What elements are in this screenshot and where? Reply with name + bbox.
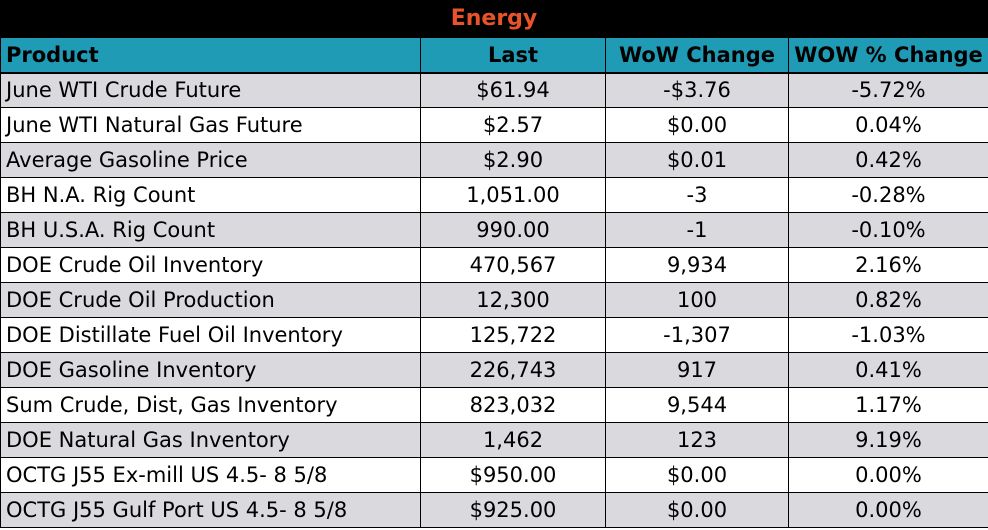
cell-last: $61.94 [420, 72, 606, 108]
cell-wow-pct-change: -1.03% [788, 317, 988, 353]
cell-last: $925.00 [420, 492, 606, 528]
cell-last: $2.90 [420, 142, 606, 178]
cell-wow-change: 9,934 [605, 247, 789, 283]
cell-last: $950.00 [420, 457, 606, 493]
header-product: Product [0, 37, 421, 74]
cell-product: Sum Crude, Dist, Gas Inventory [0, 387, 421, 423]
cell-wow-pct-change: 2.16% [788, 247, 988, 283]
table-row: DOE Natural Gas Inventory 1,462 123 9.19% [0, 422, 988, 458]
cell-wow-change: $0.00 [605, 457, 789, 493]
cell-product: BH U.S.A. Rig Count [0, 212, 421, 248]
cell-last: 1,462 [420, 422, 606, 458]
cell-wow-change: -3 [605, 177, 789, 213]
table-row: Average Gasoline Price $2.90 $0.01 0.42% [0, 142, 988, 178]
cell-wow-change: 123 [605, 422, 789, 458]
header-wow-change: WoW Change [605, 37, 789, 74]
cell-product: DOE Natural Gas Inventory [0, 422, 421, 458]
table-row: BH U.S.A. Rig Count 990.00 -1 -0.10% [0, 212, 988, 248]
cell-last: $2.57 [420, 107, 606, 143]
cell-product: June WTI Crude Future [0, 72, 421, 108]
cell-last: 990.00 [420, 212, 606, 248]
cell-product: June WTI Natural Gas Future [0, 107, 421, 143]
cell-product: DOE Gasoline Inventory [0, 352, 421, 388]
table-row: DOE Crude Oil Inventory 470,567 9,934 2.16% [0, 247, 988, 283]
energy-table: Product Last WoW Change WOW % Change Jun… [0, 37, 988, 528]
cell-product: OCTG J55 Gulf Port US 4.5- 8 5/8 [0, 492, 421, 528]
cell-product: DOE Crude Oil Inventory [0, 247, 421, 283]
cell-wow-change: 100 [605, 282, 789, 318]
cell-last: 1,051.00 [420, 177, 606, 213]
cell-product: DOE Crude Oil Production [0, 282, 421, 318]
cell-product: BH N.A. Rig Count [0, 177, 421, 213]
table-row: Sum Crude, Dist, Gas Inventory 823,032 9,5… [0, 387, 988, 423]
table-body: June WTI Crude Future $61.94 -$3.76 -5.72% J… [0, 72, 988, 528]
cell-wow-pct-change: 9.19% [788, 422, 988, 458]
cell-last: 470,567 [420, 247, 606, 283]
cell-last: 12,300 [420, 282, 606, 318]
cell-wow-change: $0.01 [605, 142, 789, 178]
table-row: BH N.A. Rig Count 1,051.00 -3 -0.28% [0, 177, 988, 213]
cell-wow-pct-change: 1.17% [788, 387, 988, 423]
cell-last: 125,722 [420, 317, 606, 353]
cell-wow-pct-change: 0.00% [788, 492, 988, 528]
table-title: Energy [0, 0, 988, 37]
cell-product: Average Gasoline Price [0, 142, 421, 178]
cell-wow-change: 917 [605, 352, 789, 388]
table-row: DOE Distillate Fuel Oil Inventory 125,722… [0, 317, 988, 353]
cell-product: OCTG J55 Ex-mill US 4.5- 8 5/8 [0, 457, 421, 493]
table-row: OCTG J55 Gulf Port US 4.5- 8 5/8 $925.00 $… [0, 492, 988, 528]
cell-product: DOE Distillate Fuel Oil Inventory [0, 317, 421, 353]
header-row: Product Last WoW Change WOW % Change [0, 37, 988, 74]
cell-wow-pct-change: 0.00% [788, 457, 988, 493]
cell-wow-pct-change: 0.04% [788, 107, 988, 143]
cell-wow-change: -1,307 [605, 317, 789, 353]
cell-wow-pct-change: -0.10% [788, 212, 988, 248]
cell-wow-pct-change: -5.72% [788, 72, 988, 108]
table-row: DOE Crude Oil Production 12,300 100 0.82% [0, 282, 988, 318]
cell-wow-change: $0.00 [605, 492, 789, 528]
cell-last: 226,743 [420, 352, 606, 388]
table-row: OCTG J55 Ex-mill US 4.5- 8 5/8 $950.00 $0.… [0, 457, 988, 493]
table-row: DOE Gasoline Inventory 226,743 917 0.41% [0, 352, 988, 388]
header-wow-pct-change: WOW % Change [788, 37, 988, 74]
header-last: Last [420, 37, 606, 74]
cell-wow-pct-change: 0.41% [788, 352, 988, 388]
cell-wow-pct-change: 0.42% [788, 142, 988, 178]
cell-last: 823,032 [420, 387, 606, 423]
cell-wow-change: $0.00 [605, 107, 789, 143]
cell-wow-change: -1 [605, 212, 789, 248]
cell-wow-pct-change: 0.82% [788, 282, 988, 318]
table-row: June WTI Crude Future $61.94 -$3.76 -5.72% [0, 72, 988, 108]
cell-wow-change: -$3.76 [605, 72, 789, 108]
table-row: June WTI Natural Gas Future $2.57 $0.00 0.0… [0, 107, 988, 143]
cell-wow-pct-change: -0.28% [788, 177, 988, 213]
cell-wow-change: 9,544 [605, 387, 789, 423]
